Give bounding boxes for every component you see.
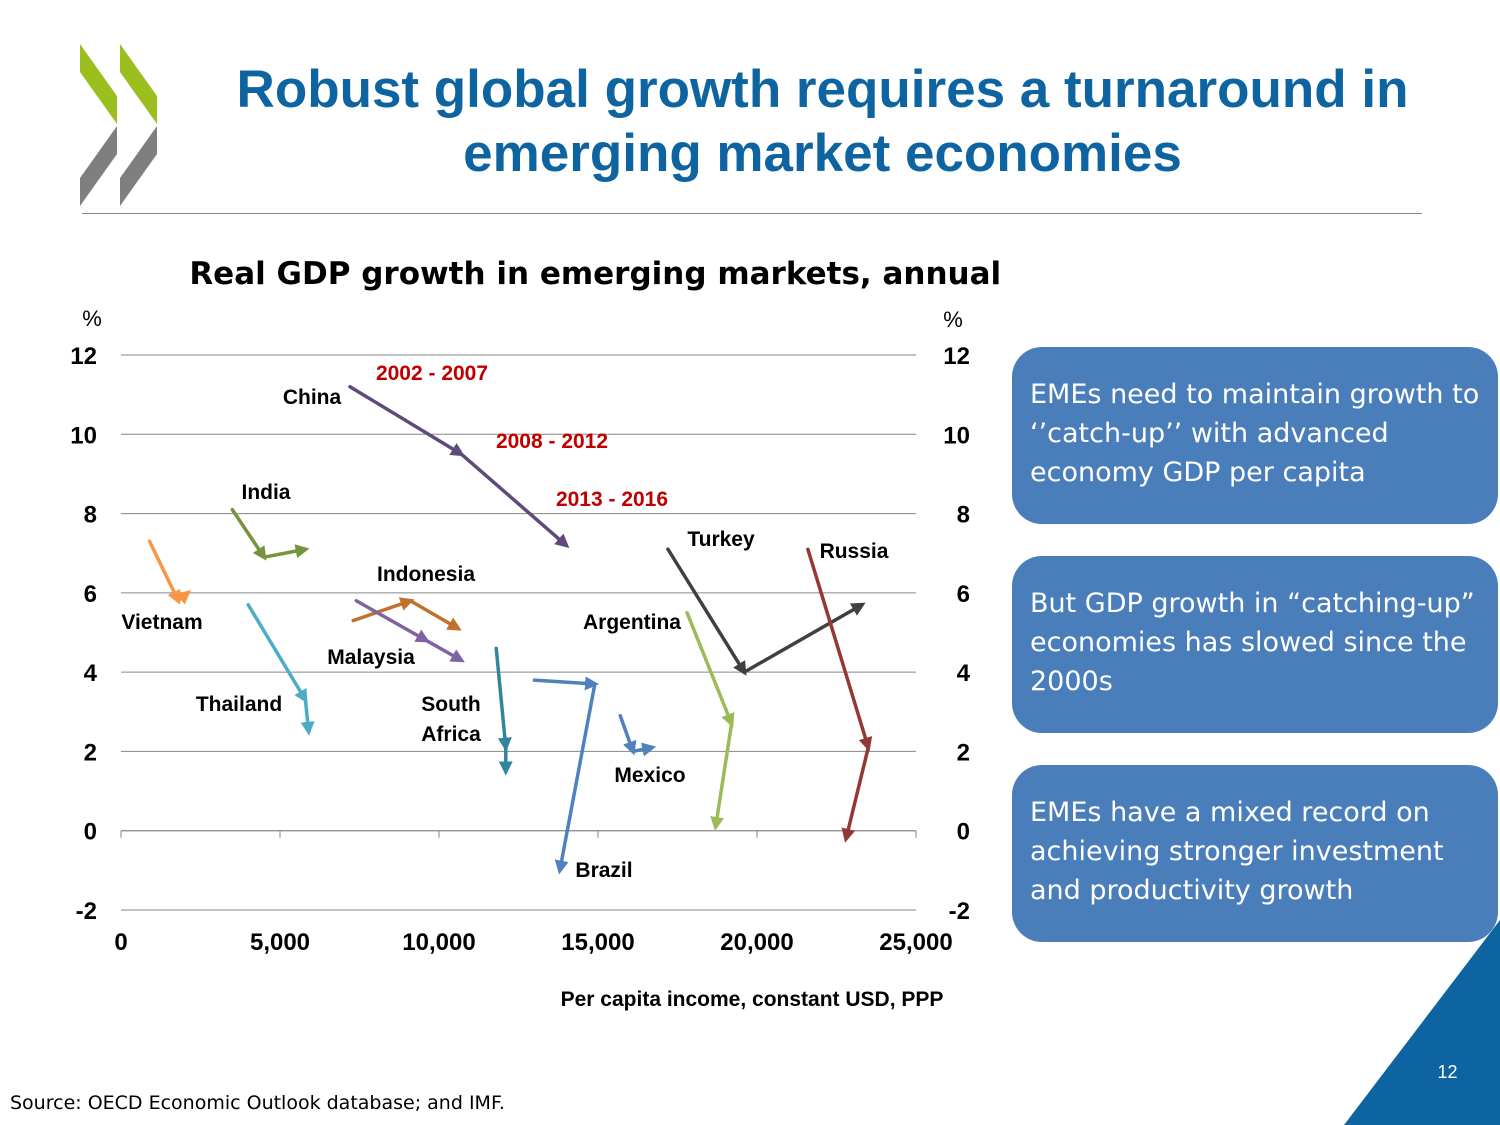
country-label-turkey: Turkey — [687, 528, 755, 551]
title-divider — [82, 213, 1422, 214]
logo-grey-chevron-left — [80, 126, 117, 206]
page-number: 12 — [1437, 1062, 1458, 1082]
slide-title: Robust global growth requires a turnarou… — [236, 60, 1409, 183]
indonesia-segment-2 — [408, 599, 462, 631]
brazil-segment-1 — [532, 676, 600, 691]
country-label-china: China — [283, 386, 342, 409]
series-india — [230, 507, 310, 561]
south-africa-segment-1 — [494, 646, 512, 752]
corner-triangle — [1344, 920, 1500, 1125]
mexico-segment-2 — [631, 742, 657, 757]
russia-segment-1 — [806, 547, 873, 752]
country-label-indonesia: Indonesia — [377, 563, 475, 586]
malaysia-segment-2 — [424, 638, 465, 663]
series-china — [348, 384, 570, 549]
y-tick-label-right: 4 — [957, 660, 971, 687]
series-vietnam — [147, 539, 192, 605]
series-malaysia — [354, 599, 465, 663]
x-tick-label: 0 — [114, 929, 127, 956]
argentina-segment-1 — [685, 610, 735, 728]
logo-green-chevron-left — [80, 44, 117, 124]
series-indonesia — [351, 597, 462, 631]
callout-catch-up: EMEs need to maintain growth to ‘’catch-… — [1012, 347, 1498, 524]
india-segment-2 — [262, 544, 310, 559]
chart-title: Real GDP growth in emerging markets, ann… — [189, 256, 1010, 292]
vietnam-segment-2 — [175, 590, 192, 605]
period-label-2002-2007: 2002 - 2007 — [376, 362, 488, 385]
turkey-segment-2 — [742, 602, 866, 674]
argentina-segment-2 — [710, 721, 734, 831]
x-tick-label: 10,000 — [402, 929, 475, 956]
country-label-south-africa: South — [421, 693, 480, 716]
y-tick-label-left: 10 — [70, 422, 97, 449]
turkey-segment-1 — [666, 547, 747, 676]
source-note: Source: OECD Economic Outlook database; … — [10, 1092, 505, 1114]
y-tick-label-left: 8 — [84, 502, 97, 529]
vietnam-segment-1 — [147, 539, 181, 605]
series-turkey — [666, 547, 866, 676]
russia-segment-2 — [841, 745, 871, 843]
x-tick-label: 15,000 — [561, 929, 634, 956]
y-tick-label-right: 8 — [957, 502, 970, 529]
country-label-russia: Russia — [820, 540, 889, 563]
series-mexico — [618, 714, 657, 757]
period-label-2013-2016: 2013 - 2016 — [556, 488, 668, 511]
y-tick-label-left: 6 — [84, 581, 97, 608]
logo-grey-chevron-right — [120, 126, 157, 206]
callout-slowed-growth: But GDP growth in “catching-up” economie… — [1012, 556, 1498, 733]
y-axis-unit-right: % — [943, 307, 963, 332]
country-label-thailand: Thailand — [196, 693, 282, 716]
callout-mixed-record: EMEs have a mixed record on achieving st… — [1012, 765, 1498, 942]
thailand-segment-1 — [246, 603, 308, 704]
china-segment-2 — [459, 452, 570, 549]
country-label-brazil: Brazil — [575, 859, 632, 882]
y-tick-label-right: 10 — [943, 422, 970, 449]
thailand-segment-2 — [300, 698, 315, 736]
x-tick-label: 5,000 — [250, 929, 310, 956]
y-tick-label-right: 2 — [957, 739, 970, 766]
logo-green-chevron-right — [120, 44, 157, 124]
y-tick-label-left: 0 — [84, 819, 97, 846]
brazil-segment-2 — [554, 682, 597, 875]
country-label-india: India — [241, 481, 290, 504]
malaysia-segment-1 — [354, 599, 430, 643]
series-argentina — [685, 610, 735, 831]
y-tick-label-right: 12 — [943, 343, 970, 370]
y-tick-label-left: -2 — [76, 898, 97, 925]
series-russia — [806, 547, 873, 843]
y-tick-label-right: 6 — [957, 581, 970, 608]
y-tick-label-left: 2 — [84, 739, 97, 766]
y-tick-label-right: 0 — [957, 819, 970, 846]
y-tick-label-left: 4 — [84, 660, 98, 687]
mexico-segment-1 — [618, 714, 637, 756]
country-label-malaysia: Malaysia — [327, 646, 415, 669]
country-label-south-africa: Africa — [421, 723, 481, 746]
china-segment-1 — [348, 384, 465, 457]
series-brazil — [532, 676, 600, 875]
x-axis-label: Per capita income, constant USD, PPP — [561, 988, 944, 1011]
country-label-argentina: Argentina — [583, 611, 681, 634]
x-tick-label: 25,000 — [879, 929, 952, 956]
country-label-vietnam: Vietnam — [121, 611, 202, 634]
india-segment-1 — [230, 507, 267, 561]
y-axis-unit-left: % — [82, 306, 102, 331]
series-thailand — [246, 603, 315, 736]
series-south-africa — [494, 646, 513, 776]
y-tick-label-left: 12 — [70, 343, 97, 370]
period-label-2008-2012: 2008 - 2012 — [496, 430, 608, 453]
oecd-logo — [80, 44, 157, 206]
y-tick-label-right: -2 — [949, 898, 970, 925]
country-label-mexico: Mexico — [614, 764, 685, 787]
gdp-growth-chart: Real GDP growth in emerging markets, ann… — [70, 256, 1010, 1011]
indonesia-segment-1 — [351, 597, 415, 623]
x-tick-label: 20,000 — [720, 929, 793, 956]
